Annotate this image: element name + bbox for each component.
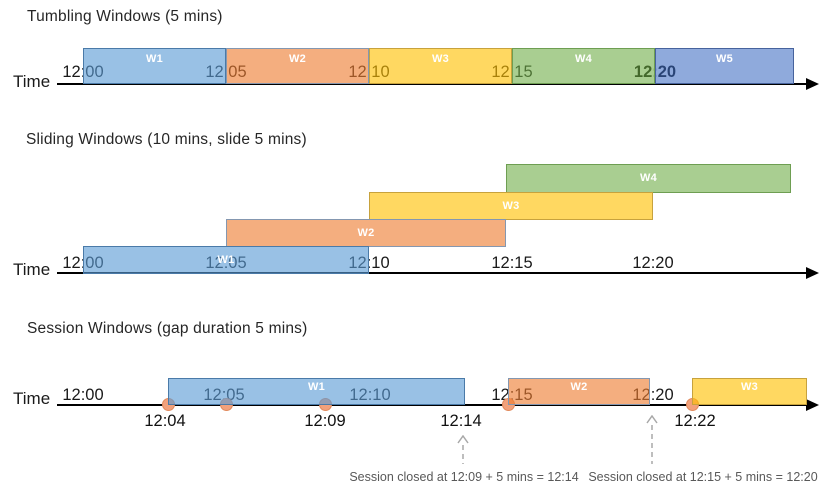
time-axis-label: Time [13,72,51,91]
time-axis-label: Time [13,260,51,279]
event-time-label: 12:09 [304,412,346,430]
window-bar-w5: W5 [655,48,794,84]
arrow-up-dashed-icon [645,414,659,465]
time-axis-line [57,272,807,274]
window-bar-w4: W4 [506,164,791,193]
section-title: Session Windows (gap duration 5 mins) [27,320,308,337]
window-label: W2 [357,226,375,239]
window-label: W2 [570,381,588,393]
arrow-up-dashed-icon [456,434,470,465]
window-label: W1 [217,253,235,266]
tick-label: 12:00 [62,386,104,404]
window-bar-w2: W2 [226,48,369,84]
window-bar-w4: W4 [512,48,655,84]
section-title: Sliding Windows (10 mins, slide 5 mins) [26,131,307,148]
window-bar-w1: W1 [168,378,465,405]
event-time-label: 12:14 [440,412,482,430]
window-bar-w2: W2 [226,219,506,247]
time-axis-line [57,404,807,406]
window-label: W3 [431,53,450,65]
section-title: Tumbling Windows (5 mins) [27,8,223,25]
arrow-right-icon [806,78,819,90]
tick-label: 12:15 [491,254,533,272]
window-label: W3 [502,199,520,212]
window-label: W5 [715,53,734,65]
time-axis-line [57,83,807,85]
session-close-annotation: Session closed at 12:15 + 5 mins = 12:20 [588,470,818,484]
window-bar-w2: W2 [508,378,650,405]
window-bar-w3: W3 [369,192,653,220]
window-bar-w3: W3 [369,48,512,84]
window-label: W4 [639,172,658,184]
window-bar-w1: W1 [83,246,369,274]
window-label: W1 [307,381,326,393]
window-label: W3 [740,381,759,393]
window-bar-w1: W1 [83,48,226,84]
event-time-label: 12:22 [674,412,716,430]
arrow-right-icon [806,267,819,279]
time-axis-label: Time [13,389,51,408]
session-close-annotation: Session closed at 12:09 + 5 mins = 12:14 [349,470,579,484]
tick-label: 12:20 [632,254,674,272]
window-label: W1 [145,53,164,65]
window-bar-w3: W3 [692,378,807,405]
arrow-right-icon [806,399,819,411]
window-label: W2 [288,53,307,65]
window-label: W4 [574,53,593,65]
event-time-label: 12:04 [144,412,186,430]
